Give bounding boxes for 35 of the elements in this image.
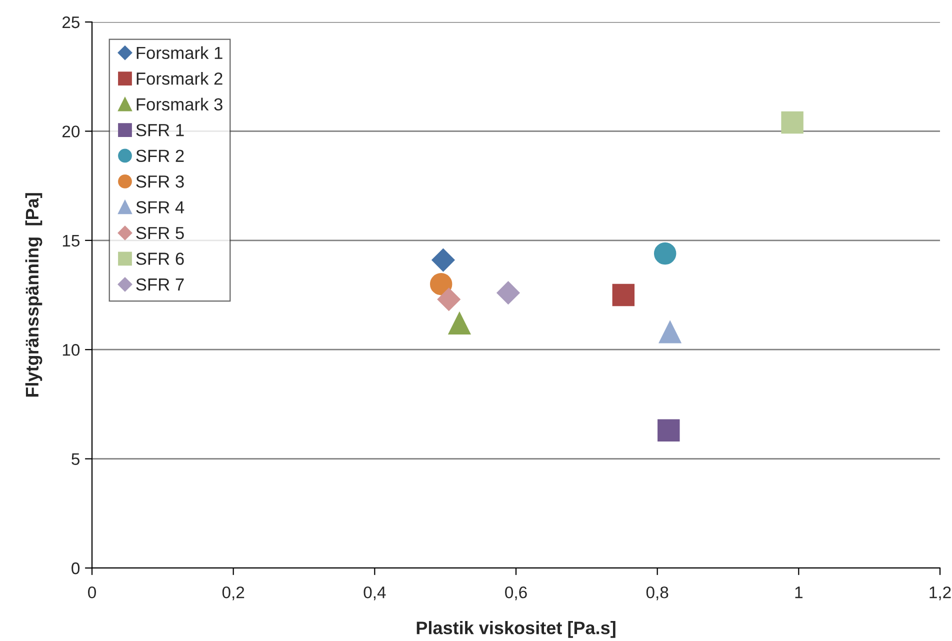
legend-label: SFR 7 (136, 278, 184, 291)
x-tick-label: 0 (88, 586, 96, 598)
y-tick-label: 25 (62, 16, 80, 28)
y-tick-label: 5 (72, 453, 80, 466)
point (612, 284, 635, 306)
legend-label: SFR 1 (136, 124, 184, 136)
legend-label: Forsmark 2 (136, 72, 222, 85)
legend-label: Forsmark 3 (136, 98, 222, 111)
y-tick-label: 10 (62, 344, 80, 356)
point (448, 312, 471, 335)
point (658, 419, 680, 442)
point (496, 281, 520, 304)
y-tick-label: 0 (72, 562, 80, 574)
legend-label: SFR 3 (136, 175, 184, 188)
x-tick-label: 1 (795, 586, 802, 598)
legend-label: SFR 2 (136, 150, 184, 162)
point (430, 272, 452, 296)
x-tick-label: 0,8 (646, 586, 668, 600)
y-axis-title: Flytgränsspänning [Pa] (25, 193, 42, 397)
point (437, 288, 460, 311)
x-tick-label: 0,2 (222, 586, 244, 600)
legend-label: SFR 5 (136, 226, 184, 240)
point (781, 111, 804, 134)
point (658, 321, 682, 344)
y-tick-label: 20 (62, 126, 80, 138)
x-tick-label: 1,2 (930, 586, 951, 600)
point (432, 248, 455, 272)
legend-label: Forsmark 1 (136, 46, 222, 60)
x-tick-label: 0,4 (364, 586, 386, 600)
x-axis-title: Plastik viskositet [Pa.s] (416, 621, 616, 638)
point (654, 242, 676, 265)
y-tick-label: 15 (62, 234, 80, 247)
x-tick-label: 0,6 (505, 586, 527, 600)
legend-label: SFR 4 (136, 201, 184, 214)
legend-label: SFR 6 (136, 252, 184, 265)
